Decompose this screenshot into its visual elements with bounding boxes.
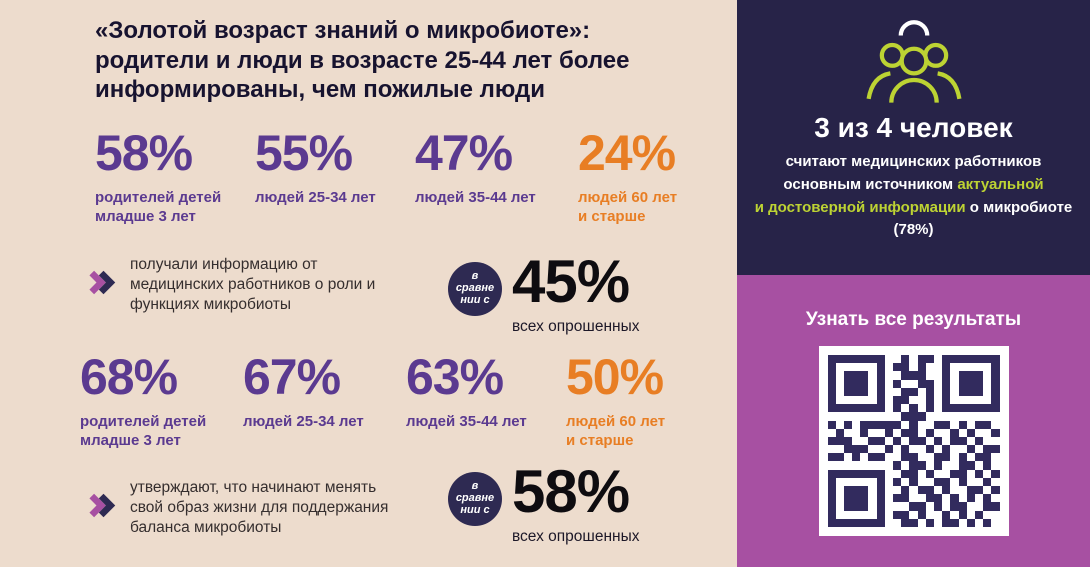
stat-25-34-2: 67% людей 25-34 лет xyxy=(243,352,406,450)
stat-60plus-1: 24% людей 60 лет и старше xyxy=(578,128,728,226)
stat-label: людей 25-34 лет xyxy=(255,189,376,206)
stat-label: родителей детей младше 3 лет xyxy=(80,413,207,450)
stat-value: 67% xyxy=(243,349,341,405)
page-title: «Золотой возраст знаний о микробиоте»: р… xyxy=(95,17,630,104)
stat-35-44-1: 47% людей 35-44 лет xyxy=(415,128,578,226)
results-section: Узнать все результаты xyxy=(737,275,1090,567)
left-panel: «Золотой возраст знаний о микробиоте»: р… xyxy=(80,17,728,546)
comparison-stat: 58% всех опрошенных xyxy=(512,460,639,546)
stat-value: 47% xyxy=(415,125,513,181)
stat-label: людей 60 лет и старше xyxy=(578,189,678,226)
description-text: получали информацию от медицинских работ… xyxy=(130,256,376,314)
stat-label: людей 60 лет и старше xyxy=(566,413,666,450)
description-block-2: утверждают, что начинают менять свой обр… xyxy=(88,478,388,538)
comparison-label: всех опрошенных xyxy=(512,528,640,545)
headline-stat: 3 из 4 человек xyxy=(814,112,1013,143)
description-block-1: получали информацию от медицинских работ… xyxy=(88,255,375,315)
source-statement: считают медицинских работников основным … xyxy=(737,151,1090,242)
comparison-block-1: в сравне нии с 45% всех опрошенных xyxy=(448,250,639,336)
highlighted-text: и достоверной информации xyxy=(754,198,966,216)
stat-value: 24% xyxy=(578,125,676,181)
qr-code xyxy=(827,355,1000,527)
stat-value: 68% xyxy=(80,349,178,405)
stat-parents-2: 68% родителей детей младше 3 лет xyxy=(80,352,243,450)
right-panel: 3 из 4 человек считают медицинских работ… xyxy=(737,0,1090,567)
comparison-badge: в сравне нии с xyxy=(448,262,502,316)
comparison-value: 45% xyxy=(512,248,630,315)
stat-label: людей 25-34 лет xyxy=(243,413,364,430)
stat-25-34-1: 55% людей 25-34 лет xyxy=(255,128,415,226)
double-chevron-icon xyxy=(88,270,120,315)
statement-line-3: и достоверной информации о микробиоте xyxy=(754,198,1073,216)
people-group-icon xyxy=(737,16,1090,108)
comparison-block-2: в сравне нии с 58% всех опрошенных xyxy=(448,460,639,546)
stat-label: людей 35-44 лет xyxy=(406,413,527,430)
stat-label: людей 35-44 лет xyxy=(415,189,536,206)
stat-value: 58% xyxy=(95,125,193,181)
highlighted-text: актуальной xyxy=(957,175,1044,193)
stat-60plus-2: 50% людей 60 лет и старше xyxy=(566,352,716,450)
stats-row-1: 58% родителей детей младше 3 лет 55% люд… xyxy=(95,128,728,226)
comparison-badge: в сравне нии с xyxy=(448,472,502,526)
statement-line-4: (78%) xyxy=(893,221,934,239)
statement-line-1: считают медицинских работников xyxy=(785,153,1042,170)
comparison-value: 58% xyxy=(512,458,630,525)
stat-label: родителей детей младше 3 лет xyxy=(95,189,222,226)
cta-heading: Узнать все результаты xyxy=(805,309,1022,330)
stat-value: 50% xyxy=(566,349,664,405)
description-text: утверждают, что начинают менять свой обр… xyxy=(130,479,389,537)
comparison-stat: 45% всех опрошенных xyxy=(512,250,639,336)
comparison-label: всех опрошенных xyxy=(512,318,640,335)
stat-parents-1: 58% родителей детей младше 3 лет xyxy=(95,128,255,226)
stat-35-44-2: 63% людей 35-44 лет xyxy=(406,352,566,450)
stats-row-2: 68% родителей детей младше 3 лет 67% люд… xyxy=(80,352,716,450)
hcp-source-section: 3 из 4 человек считают медицинских работ… xyxy=(737,0,1090,275)
stat-value: 63% xyxy=(406,349,504,405)
stat-value: 55% xyxy=(255,125,353,181)
double-chevron-icon xyxy=(88,493,120,538)
statement-line-2: основным источником актуальной xyxy=(783,175,1044,193)
qr-code-box xyxy=(818,346,1009,536)
